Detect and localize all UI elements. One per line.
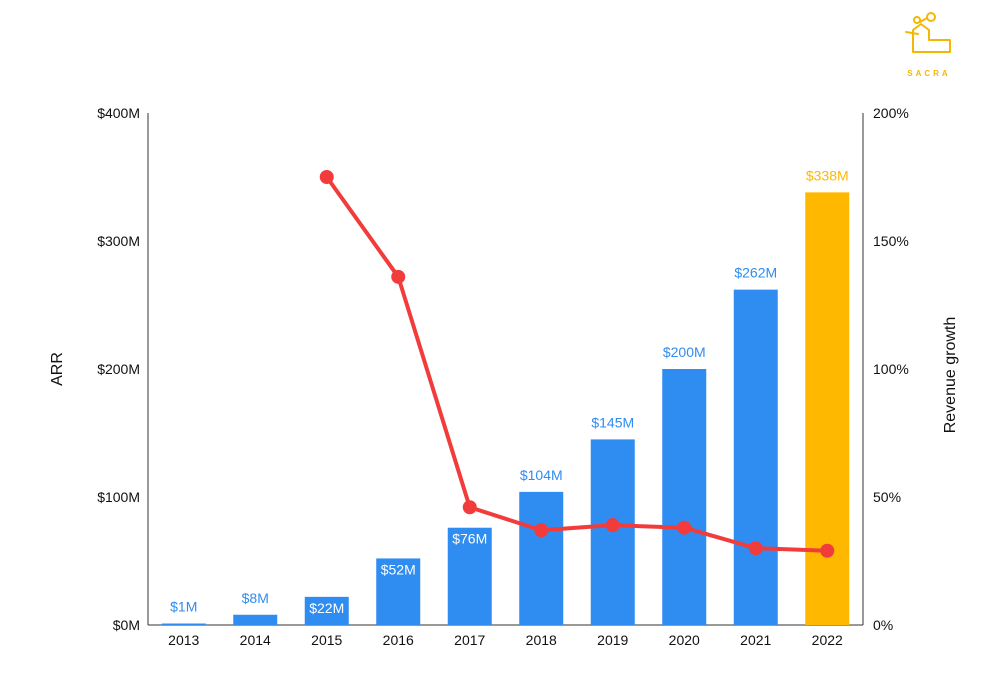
growth-point [319, 170, 334, 184]
growth-point [534, 523, 549, 538]
y-tick-label: $300M [97, 233, 140, 249]
growth-point [820, 543, 835, 558]
bar-value-label: $1M [170, 599, 197, 615]
bar [233, 614, 278, 625]
bar [304, 596, 349, 625]
y2-tick-label: 200% [873, 105, 909, 121]
bar [590, 439, 635, 625]
x-tick-label: 2020 [669, 632, 700, 648]
bar-value-label: $262M [734, 265, 777, 281]
bar [376, 558, 421, 625]
growth-point [748, 541, 763, 556]
x-tick-label: 2022 [812, 632, 843, 648]
y2-tick-label: 50% [873, 489, 901, 505]
bar-value-label: $145M [591, 414, 634, 430]
bars [161, 192, 850, 626]
bar-value-label: $76M [452, 531, 487, 547]
bar-value-label: $22M [309, 600, 344, 616]
bar-value-label: $52M [381, 561, 416, 577]
y-tick-label: $0M [113, 617, 140, 633]
y2-tick-label: 100% [873, 361, 909, 377]
bar-value-label: $104M [520, 467, 563, 483]
y2-tick-label: 150% [873, 233, 909, 249]
x-axis-ticks: 2013 2014 2015 2016 2017 2018 2019 2020 2021 2022 [168, 632, 843, 648]
x-tick-label: 2013 [168, 632, 199, 648]
growth-line-path [325, 175, 828, 553]
bar-value-label: $200M [663, 344, 706, 360]
bar-value-label: $8M [242, 590, 269, 606]
y-tick-label: $400M [97, 105, 140, 121]
x-tick-label: 2019 [597, 632, 628, 648]
logo-text: SACRA [907, 69, 950, 78]
bar-value-label: $338M [806, 167, 849, 183]
x-tick-label: 2018 [526, 632, 557, 648]
y2-axis-title: Revenue growth [942, 317, 959, 434]
growth-line [319, 170, 835, 558]
y-axis-title: ARR [49, 352, 66, 386]
bar [733, 289, 778, 625]
growth-point [391, 269, 406, 284]
bar [519, 491, 564, 625]
bar-labels: $1M $8M $22M $52M $76M $104M $145M $200M $262M $3… [170, 167, 849, 615]
x-tick-label: 2021 [740, 632, 771, 648]
y-axis-ticks: $0M $100M $200M $300M $400M [97, 105, 140, 633]
bar [805, 192, 850, 626]
x-tick-label: 2016 [383, 632, 414, 648]
y2-tick-label: 0% [873, 617, 893, 633]
x-tick-label: 2015 [311, 632, 342, 648]
growth-point [605, 518, 620, 533]
sacra-logo: SACRA [905, 12, 951, 78]
sacra-logo-mark-icon [905, 12, 951, 53]
y-tick-label: $200M [97, 361, 140, 377]
y2-axis-ticks: 0% 50% 100% 150% 200% [873, 105, 909, 633]
bar [447, 527, 492, 625]
growth-point [462, 500, 477, 515]
y-tick-label: $100M [97, 489, 140, 505]
bar [662, 369, 707, 625]
x-tick-label: 2014 [240, 632, 271, 648]
x-tick-label: 2017 [454, 632, 485, 648]
bar [161, 623, 206, 625]
growth-point [677, 520, 692, 535]
